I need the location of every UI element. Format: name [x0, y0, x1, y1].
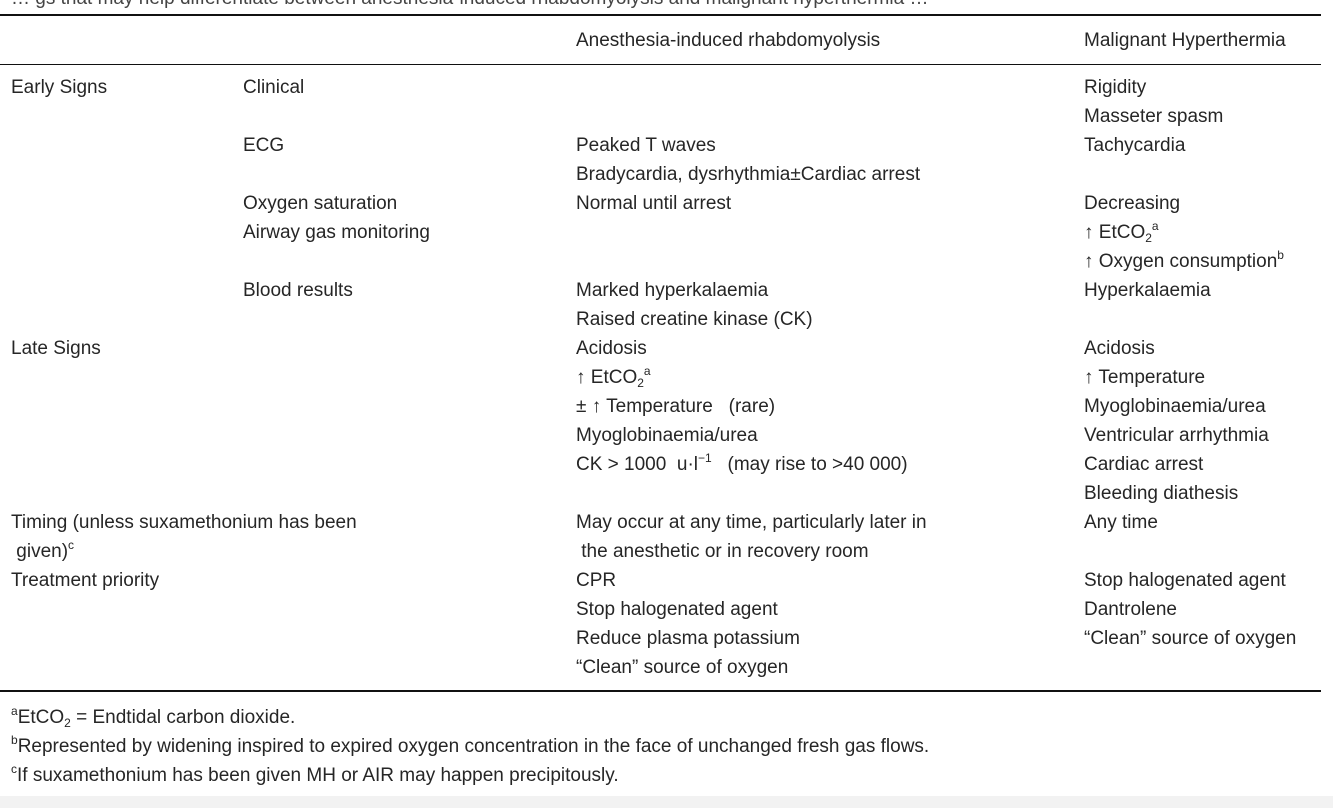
row-airway-gas-monitoring: Airway gas monitoring	[243, 222, 430, 243]
footnote-mark-a: a	[1151, 219, 1159, 233]
cell-ecg-air-1: Peaked T waves	[576, 135, 716, 156]
footnote-a-mark: a	[11, 704, 18, 718]
footnote-a-text-2: = Endtidal carbon dioxide.	[70, 707, 296, 728]
row-ecg: ECG	[243, 135, 285, 156]
cell-late-mh-1: Acidosis	[1084, 338, 1155, 359]
cell-treatment-air-2: Stop halogenated agent	[576, 599, 778, 620]
cell-late-mh-4: Ventricular arrhythmia	[1084, 425, 1269, 446]
cell-late-air-2: ↑ EtCO2a	[576, 363, 651, 392]
cell-treatment-air-4: “Clean” source of oxygen	[576, 657, 789, 678]
cell-late-mh-6: Bleeding diathesis	[1084, 483, 1239, 504]
cell-treatment-air-1: CPR	[576, 570, 617, 591]
row-early-signs: Early Signs	[11, 77, 108, 98]
ck-note: (may rise to >40 000)	[711, 454, 908, 475]
row-late-signs: Late Signs	[11, 338, 101, 359]
footnote-mark-a: a	[643, 364, 651, 378]
top-rule	[0, 14, 1321, 16]
cell-airway-gas-mh-1: ↑ EtCO2a	[1084, 218, 1159, 247]
row-clinical: Clinical	[243, 77, 305, 98]
cell-late-mh-3: Myoglobinaemia/urea	[1084, 396, 1266, 417]
subscript-2: 2	[637, 376, 644, 390]
footnote-a: aEtCO2 = Endtidal carbon dioxide.	[11, 703, 295, 732]
cell-timing-air-2: the anesthetic or in recovery room	[576, 541, 869, 562]
cell-ecg-mh: Tachycardia	[1084, 135, 1186, 156]
cell-clinical-mh-2: Masseter spasm	[1084, 106, 1224, 127]
page-bottom-band	[0, 796, 1333, 808]
cell-airway-gas-mh-2: ↑ Oxygen consumptionb	[1084, 247, 1284, 276]
etco2-text: ↑ EtCO	[1084, 222, 1146, 243]
footnote-c-mark: c	[11, 762, 17, 776]
cell-late-air-5: CK > 1000 u·l−1 (may rise to >40 000)	[576, 450, 908, 479]
row-treatment-priority: Treatment priority	[11, 570, 160, 591]
bottom-rule	[0, 690, 1321, 692]
footnote-mark-b: b	[1277, 248, 1284, 262]
row-timing: Timing (unless suxamethonium has been	[11, 512, 357, 533]
cell-blood-mh: Hyperkalaemia	[1084, 280, 1211, 301]
cell-blood-air-1: Marked hyperkalaemia	[576, 280, 769, 301]
cell-late-air-4: Myoglobinaemia/urea	[576, 425, 758, 446]
row-timing-cont: given)c	[11, 537, 74, 566]
cell-blood-air-2: Raised creatine kinase (CK)	[576, 309, 813, 330]
subscript-2: 2	[1145, 231, 1152, 245]
row-blood-results: Blood results	[243, 280, 353, 301]
footnote-b: bRepresented by widening inspired to exp…	[11, 732, 929, 761]
cell-late-mh-2: ↑ Temperature	[1084, 367, 1206, 388]
header-anesthesia-induced-rhabdomyolysis: Anesthesia-induced rhabdomyolysis	[576, 30, 881, 51]
footnote-b-mark: b	[11, 733, 18, 747]
footnote-c-text: If suxamethonium has been given MH or AI…	[17, 765, 619, 786]
footnote-a-text-1: EtCO	[17, 707, 65, 728]
cell-treatment-mh-1: Stop halogenated agent	[1084, 570, 1286, 591]
row-oxygen-saturation: Oxygen saturation	[243, 193, 398, 214]
cell-treatment-air-3: Reduce plasma potassium	[576, 628, 800, 649]
cell-timing-air-1: May occur at any time, particularly late…	[576, 512, 927, 533]
header-malignant-hyperthermia: Malignant Hyperthermia	[1084, 30, 1286, 51]
cell-late-air-3: ± ↑ Temperature (rare)	[576, 396, 776, 417]
footnote-c: cIf suxamethonium has been given MH or A…	[11, 761, 619, 790]
cell-timing-mh: Any time	[1084, 512, 1158, 533]
footnote-b-text: Represented by widening inspired to expi…	[17, 736, 930, 757]
timing-given-text: given)	[11, 541, 69, 562]
cell-treatment-mh-2: Dantrolene	[1084, 599, 1177, 620]
subscript-2: 2	[64, 716, 71, 730]
oxygen-consumption-text: ↑ Oxygen consumption	[1084, 251, 1278, 272]
caption-fragment: … gs that may help differentiate between…	[11, 0, 928, 10]
cell-oxygen-saturation-mh: Decreasing	[1084, 193, 1181, 214]
cell-treatment-mh-3: “Clean” source of oxygen	[1084, 628, 1297, 649]
cell-oxygen-saturation-air: Normal until arrest	[576, 193, 732, 214]
ck-text: CK > 1000 u·l	[576, 454, 698, 475]
cell-clinical-mh-1: Rigidity	[1084, 77, 1147, 98]
footnote-mark-c: c	[68, 538, 75, 552]
header-rule	[0, 64, 1321, 65]
cell-ecg-air-2: Bradycardia, dysrhythmia±Cardiac arrest	[576, 164, 921, 185]
cell-late-mh-5: Cardiac arrest	[1084, 454, 1204, 475]
cell-late-air-1: Acidosis	[576, 338, 647, 359]
unit-exponent: −1	[698, 451, 712, 465]
etco2-text: ↑ EtCO	[576, 367, 638, 388]
